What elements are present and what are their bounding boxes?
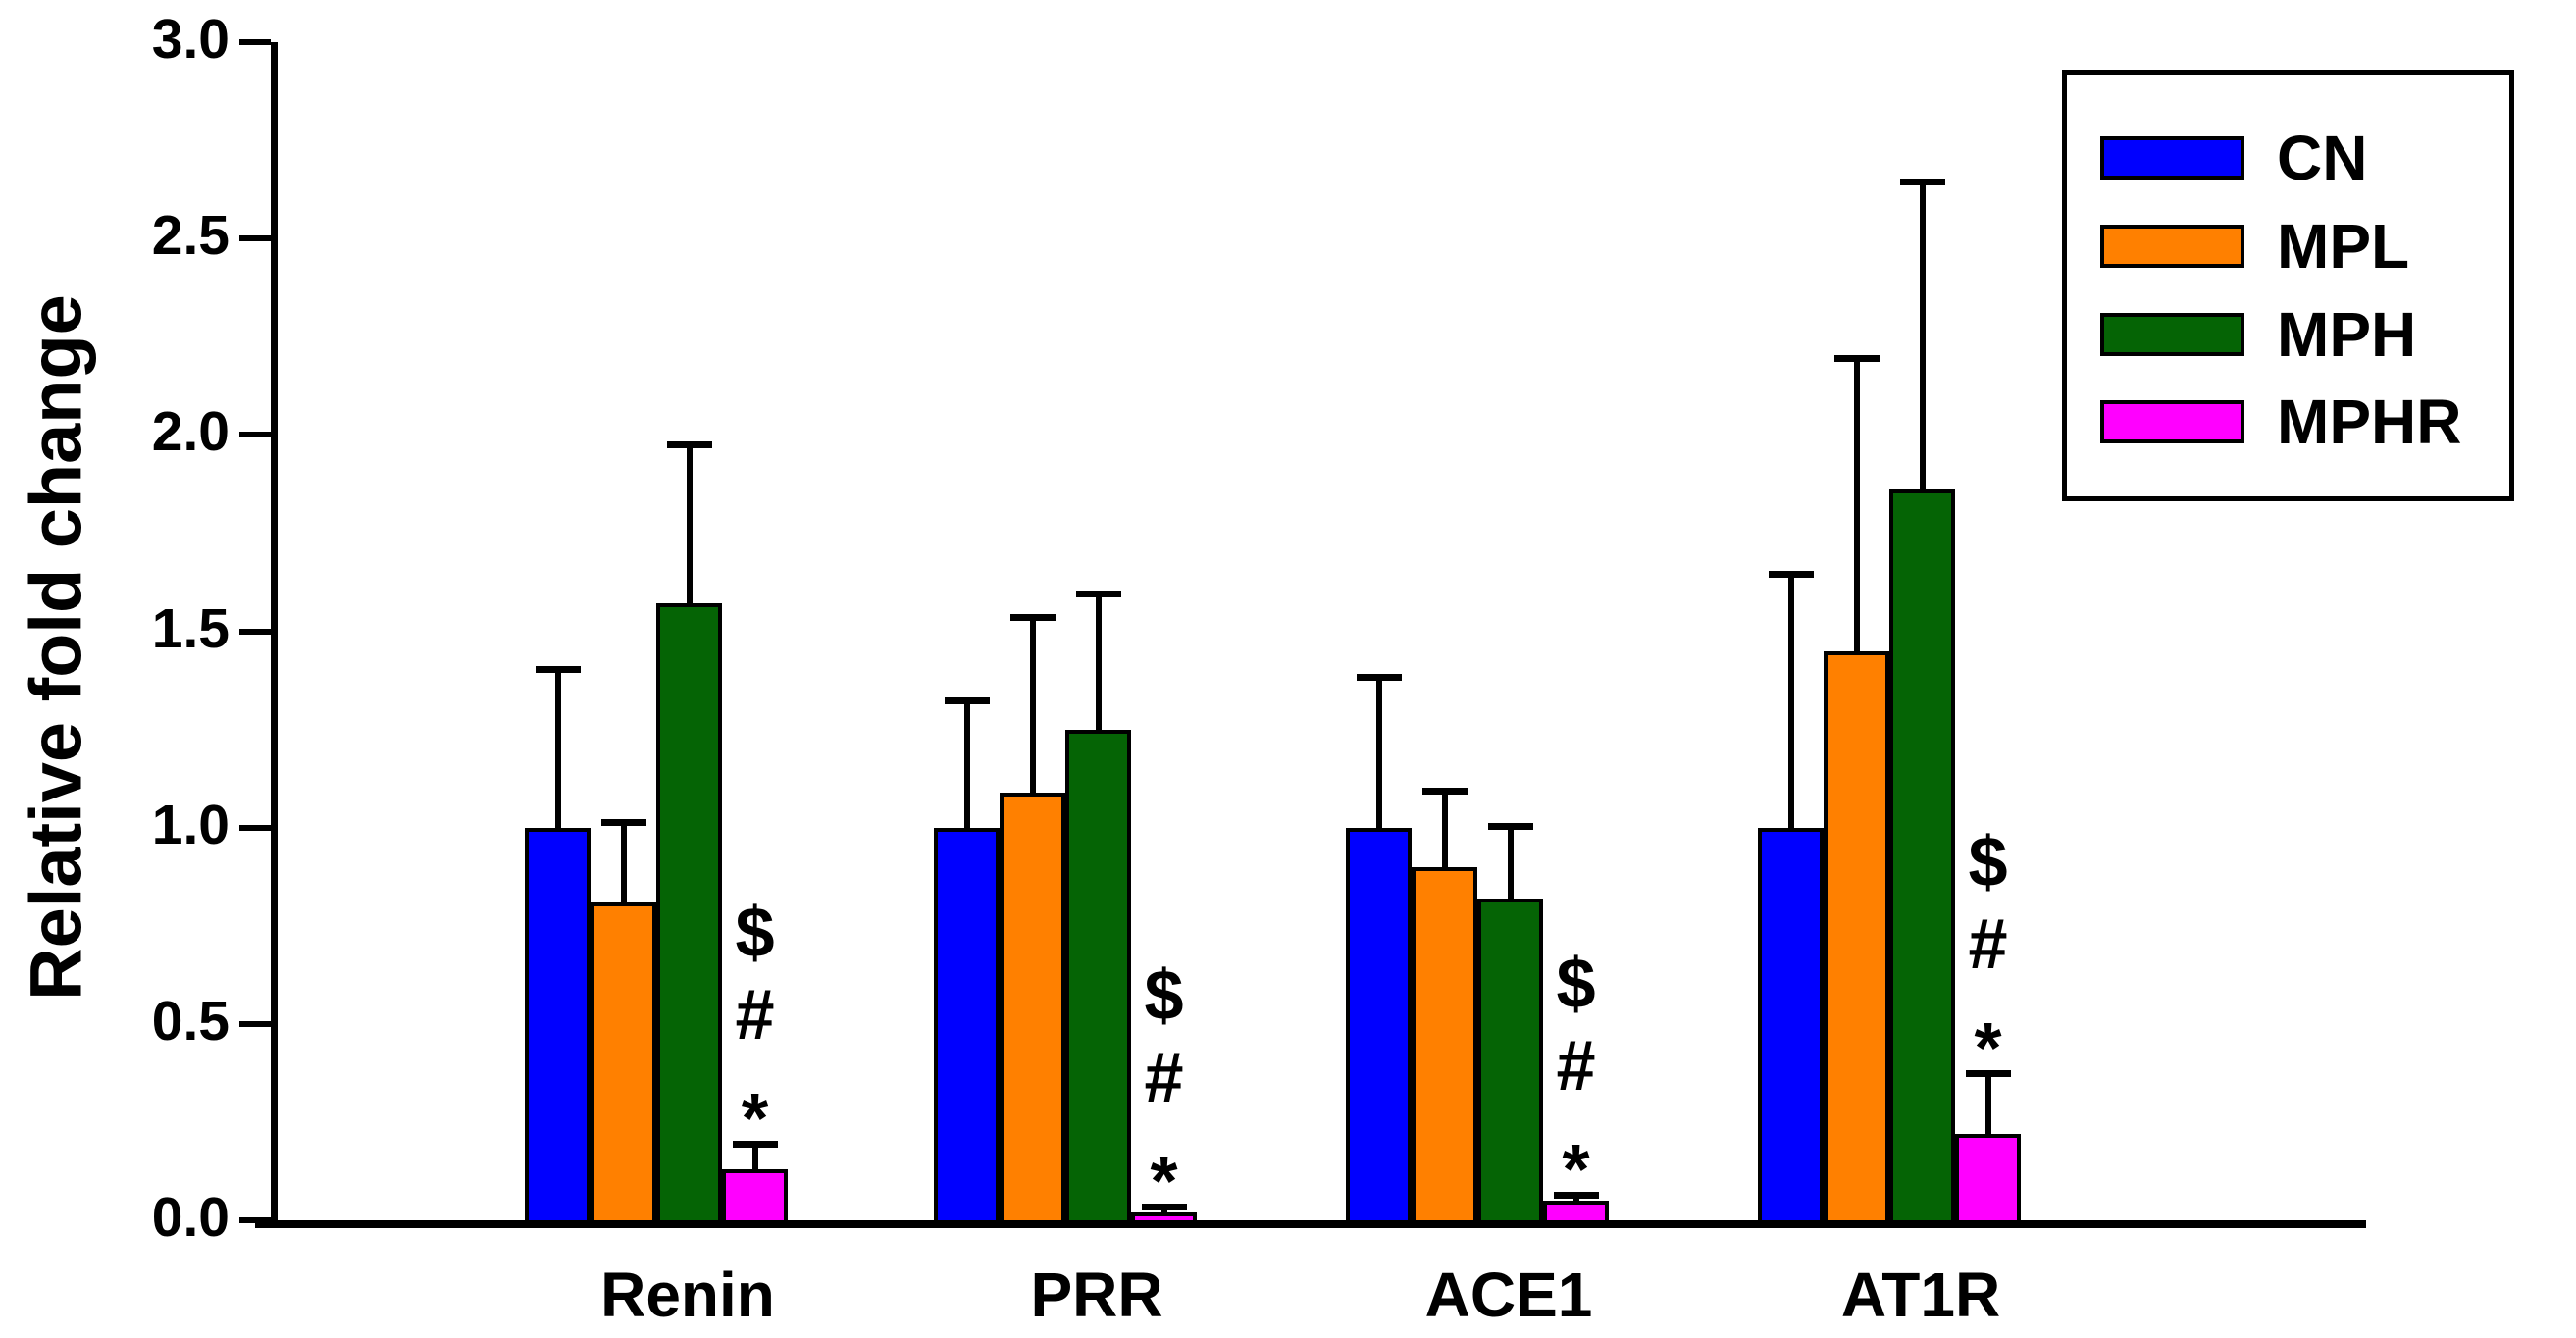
significance-symbol: * xyxy=(741,1079,769,1158)
error-bar xyxy=(1787,572,1794,828)
bar-mpl-ace1 xyxy=(1412,866,1477,1224)
legend-label: MPHR xyxy=(2277,386,2462,457)
error-cap xyxy=(732,1140,778,1148)
error-cap xyxy=(600,818,646,826)
error-bar xyxy=(620,819,627,902)
error-cap xyxy=(1899,179,1945,186)
error-cap xyxy=(1009,614,1056,622)
legend-swatch-mphr xyxy=(2100,400,2244,443)
error-cap xyxy=(1421,787,1468,795)
y-tick xyxy=(239,628,271,635)
bar-mph-at1r xyxy=(1889,489,1955,1224)
legend-item-cn: CN xyxy=(2067,127,2509,189)
error-cap xyxy=(1075,591,1121,598)
error-cap xyxy=(666,441,712,449)
x-axis-line xyxy=(255,1220,2366,1228)
error-bar xyxy=(1507,823,1514,899)
legend-item-mphr: MPHR xyxy=(2067,390,2509,453)
bar-cn-renin xyxy=(525,827,591,1224)
error-cap xyxy=(1356,673,1402,681)
y-tick-label: 0.0 xyxy=(151,1186,230,1250)
significance-symbol: # xyxy=(1144,1038,1184,1117)
error-bar xyxy=(1375,674,1382,828)
significance-symbol: $ xyxy=(735,893,775,972)
error-cap xyxy=(1965,1069,2011,1077)
bar-cn-prr xyxy=(934,827,1000,1224)
y-tick xyxy=(239,824,271,831)
bar-mpl-prr xyxy=(1000,792,1065,1224)
error-bar xyxy=(686,442,693,604)
error-bar xyxy=(554,666,561,828)
legend-swatch-mph xyxy=(2100,313,2244,356)
legend-item-mpl: MPL xyxy=(2067,215,2509,278)
bar-mph-renin xyxy=(656,603,722,1224)
error-bar xyxy=(1919,180,1926,490)
significance-symbol: # xyxy=(735,975,775,1055)
bar-mph-prr xyxy=(1065,729,1131,1224)
legend-label: CN xyxy=(2277,123,2368,193)
error-bar xyxy=(751,1141,758,1169)
significance-symbol: * xyxy=(1150,1142,1178,1221)
legend-swatch-mpl xyxy=(2100,225,2244,268)
error-cap xyxy=(1553,1191,1599,1199)
y-tick-label: 0.5 xyxy=(151,990,230,1054)
error-bar xyxy=(963,697,970,828)
significance-symbol: $ xyxy=(1968,822,2008,901)
error-cap xyxy=(1141,1203,1187,1210)
bar-cn-ace1 xyxy=(1346,827,1412,1224)
bar-mphr-prr xyxy=(1131,1211,1197,1224)
y-tick xyxy=(239,1020,271,1027)
y-tick-label: 2.5 xyxy=(151,204,230,268)
y-tick xyxy=(239,1217,271,1223)
bar-mpl-at1r xyxy=(1824,650,1889,1224)
x-category-label: ACE1 xyxy=(1424,1260,1593,1330)
significance-symbol: $ xyxy=(1144,955,1184,1035)
bar-mph-ace1 xyxy=(1477,898,1543,1224)
bar-mpl-renin xyxy=(591,901,656,1224)
y-tick-label: 3.0 xyxy=(151,8,230,72)
error-cap xyxy=(1768,571,1814,579)
bar-mphr-renin xyxy=(722,1168,788,1224)
y-tick-label: 1.0 xyxy=(151,793,230,856)
significance-symbol: * xyxy=(1974,1008,2002,1088)
x-category-label: Renin xyxy=(600,1260,775,1330)
y-tick-label: 2.0 xyxy=(151,400,230,464)
error-bar xyxy=(1853,356,1860,651)
error-cap xyxy=(535,665,581,673)
error-bar xyxy=(1441,788,1448,867)
bar-cn-at1r xyxy=(1758,827,1824,1224)
y-tick xyxy=(239,432,271,438)
significance-symbol: * xyxy=(1562,1130,1590,1209)
legend-label: MPL xyxy=(2277,211,2410,282)
y-tick xyxy=(239,39,271,45)
error-bar xyxy=(1029,615,1036,793)
legend-label: MPH xyxy=(2277,299,2417,370)
y-tick xyxy=(239,235,271,242)
legend: CN MPL MPH MPHR xyxy=(2062,70,2514,501)
legend-swatch-cn xyxy=(2100,136,2244,180)
significance-symbol: # xyxy=(1556,1026,1596,1106)
error-cap xyxy=(944,696,990,704)
y-tick-label: 1.5 xyxy=(151,596,230,660)
error-cap xyxy=(1833,355,1880,363)
error-bar xyxy=(1984,1070,1991,1134)
bar-mphr-at1r xyxy=(1955,1133,2021,1224)
x-category-label: PRR xyxy=(1030,1260,1163,1330)
error-bar xyxy=(1095,592,1102,730)
legend-item-mph: MPH xyxy=(2067,303,2509,366)
y-axis-line xyxy=(271,42,278,1228)
significance-symbol: $ xyxy=(1556,944,1596,1023)
bar-mphr-ace1 xyxy=(1543,1200,1609,1224)
significance-symbol: # xyxy=(1968,904,2008,984)
x-category-label: AT1R xyxy=(1840,1260,2001,1330)
error-cap xyxy=(1487,822,1533,830)
